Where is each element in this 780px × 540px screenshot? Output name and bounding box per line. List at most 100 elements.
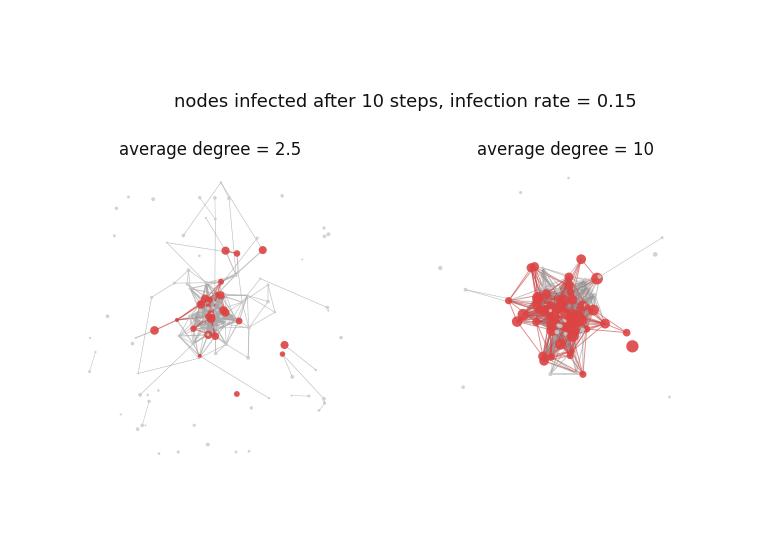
Point (551, 328, 563, 336)
Point (580, 325, 593, 333)
Point (215, 312, 227, 321)
Text: average degree = 10: average degree = 10 (477, 141, 654, 159)
Point (205, 313, 218, 322)
Point (231, 249, 243, 258)
Point (581, 302, 594, 311)
Point (335, 333, 347, 342)
Point (565, 318, 577, 326)
Point (153, 449, 165, 458)
Point (207, 303, 220, 312)
Point (202, 304, 215, 313)
Point (296, 255, 308, 264)
Point (558, 314, 571, 323)
Point (544, 320, 557, 329)
Point (199, 294, 211, 303)
Point (555, 322, 567, 330)
Point (564, 318, 576, 327)
Point (205, 313, 218, 321)
Point (594, 272, 606, 281)
Point (201, 440, 214, 449)
Point (211, 306, 224, 314)
Point (528, 262, 541, 271)
Point (546, 298, 558, 306)
Point (172, 448, 185, 456)
Point (566, 347, 578, 356)
Point (459, 285, 472, 294)
Point (202, 330, 215, 339)
Point (194, 299, 207, 307)
Point (537, 356, 550, 365)
Point (131, 425, 144, 434)
Point (201, 309, 214, 318)
Point (590, 274, 603, 283)
Point (544, 313, 556, 321)
Text: average degree = 2.5: average degree = 2.5 (119, 141, 302, 159)
Point (143, 397, 155, 406)
Point (232, 316, 245, 325)
Point (626, 342, 639, 350)
Point (576, 370, 589, 379)
Point (148, 326, 161, 335)
Point (322, 230, 335, 239)
Point (558, 309, 570, 318)
Point (566, 332, 579, 340)
Point (147, 195, 159, 204)
Point (205, 309, 218, 318)
Point (193, 252, 206, 260)
Point (533, 306, 545, 314)
Point (228, 312, 240, 321)
Point (562, 312, 574, 320)
Point (573, 312, 585, 321)
Point (544, 370, 557, 379)
Point (562, 324, 574, 333)
Point (215, 301, 227, 310)
Point (193, 354, 205, 362)
Point (548, 312, 560, 321)
Point (187, 340, 200, 348)
Point (257, 246, 269, 254)
Point (145, 293, 158, 302)
Point (129, 334, 142, 342)
Point (188, 421, 200, 430)
Point (241, 291, 254, 300)
Point (558, 322, 571, 331)
Point (194, 306, 207, 315)
Point (583, 282, 595, 291)
Point (557, 305, 569, 313)
Point (570, 318, 583, 326)
Point (210, 349, 222, 358)
Point (152, 386, 165, 395)
Text: nodes infected after 10 steps, infection rate = 0.15: nodes infected after 10 steps, infection… (174, 93, 637, 111)
Point (580, 301, 592, 310)
Point (559, 329, 572, 338)
Point (200, 214, 212, 222)
Point (101, 312, 114, 321)
Point (511, 318, 523, 326)
Point (181, 280, 193, 288)
Point (537, 284, 549, 293)
Point (525, 264, 537, 272)
Point (531, 295, 544, 303)
Point (548, 314, 560, 322)
Point (566, 295, 579, 304)
Point (268, 308, 281, 316)
Point (317, 224, 330, 232)
Point (206, 310, 218, 319)
Point (215, 291, 227, 300)
Point (537, 308, 549, 317)
Point (251, 234, 264, 242)
Point (544, 309, 557, 318)
Point (236, 298, 248, 307)
Point (209, 323, 222, 332)
Point (570, 369, 583, 377)
Point (220, 340, 232, 349)
Point (317, 395, 330, 403)
Point (201, 298, 214, 307)
Point (574, 315, 587, 324)
Point (276, 350, 289, 359)
Point (514, 188, 526, 197)
Point (161, 238, 173, 247)
Point (215, 278, 227, 286)
Point (183, 266, 195, 274)
Text: ER graphs: connectivity and density: ER graphs: connectivity and density (20, 24, 500, 48)
